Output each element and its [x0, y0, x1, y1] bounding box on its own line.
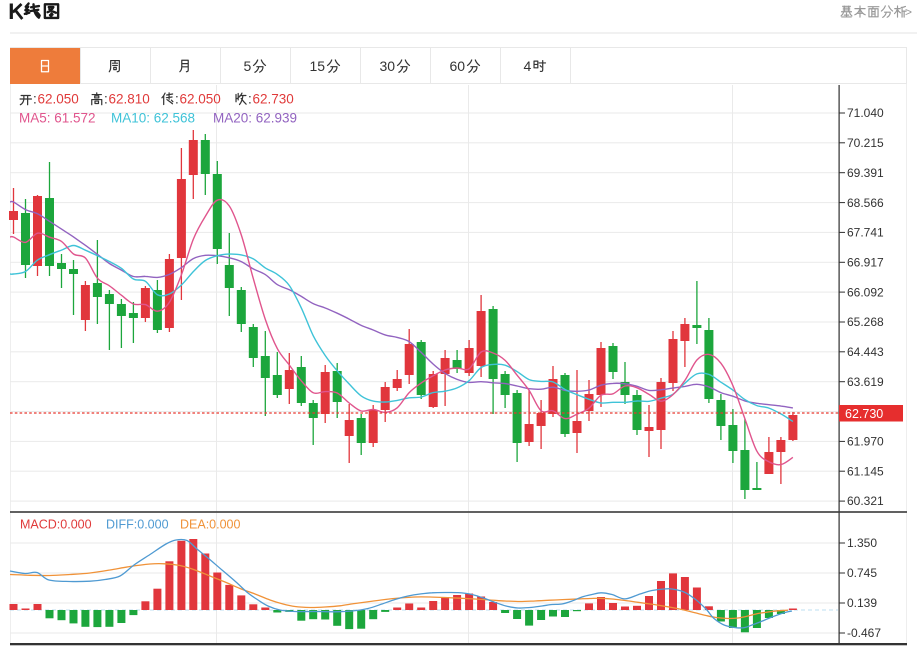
- svg-text::: :: [248, 92, 252, 107]
- svg-text:MA10: 62.568: MA10: 62.568: [111, 111, 195, 126]
- svg-text::: :: [175, 92, 179, 107]
- svg-text:62.050: 62.050: [38, 92, 79, 107]
- svg-text:68.566: 68.566: [847, 196, 884, 210]
- svg-text:64.443: 64.443: [847, 345, 884, 359]
- svg-text:66.917: 66.917: [847, 255, 884, 269]
- svg-text:66.092: 66.092: [847, 285, 884, 299]
- svg-text:62.050: 62.050: [180, 92, 221, 107]
- svg-text:30: 30: [380, 58, 396, 74]
- svg-text:4: 4: [524, 58, 532, 74]
- svg-text:71.040: 71.040: [847, 106, 884, 120]
- svg-text:15: 15: [310, 58, 326, 74]
- svg-text:MA20: 62.939: MA20: 62.939: [213, 111, 297, 126]
- svg-text:61.145: 61.145: [847, 464, 884, 478]
- svg-text:67.741: 67.741: [847, 226, 884, 240]
- svg-text:-0.467: -0.467: [847, 626, 881, 640]
- svg-text:60: 60: [450, 58, 466, 74]
- svg-text:60.321: 60.321: [847, 494, 884, 508]
- svg-text:70.215: 70.215: [847, 136, 884, 150]
- svg-text:MA5: 61.572: MA5: 61.572: [19, 111, 96, 126]
- svg-text::: :: [104, 92, 108, 107]
- svg-text:MACD:0.000: MACD:0.000: [20, 518, 92, 532]
- svg-text:69.391: 69.391: [847, 166, 884, 180]
- svg-text:62.730: 62.730: [253, 92, 294, 107]
- svg-text:62.730: 62.730: [845, 407, 883, 421]
- svg-text:62.810: 62.810: [109, 92, 150, 107]
- svg-text::: :: [33, 92, 37, 107]
- svg-text:DIFF:0.000: DIFF:0.000: [106, 518, 169, 532]
- svg-text:61.970: 61.970: [847, 435, 884, 449]
- svg-text:5: 5: [244, 58, 252, 74]
- svg-text:>: >: [905, 5, 912, 19]
- svg-text:63.619: 63.619: [847, 375, 884, 389]
- svg-text:0.139: 0.139: [847, 596, 877, 610]
- svg-text:1.350: 1.350: [847, 536, 877, 550]
- svg-text:0.745: 0.745: [847, 566, 877, 580]
- svg-text:DEA:0.000: DEA:0.000: [180, 518, 241, 532]
- svg-text:65.268: 65.268: [847, 315, 884, 329]
